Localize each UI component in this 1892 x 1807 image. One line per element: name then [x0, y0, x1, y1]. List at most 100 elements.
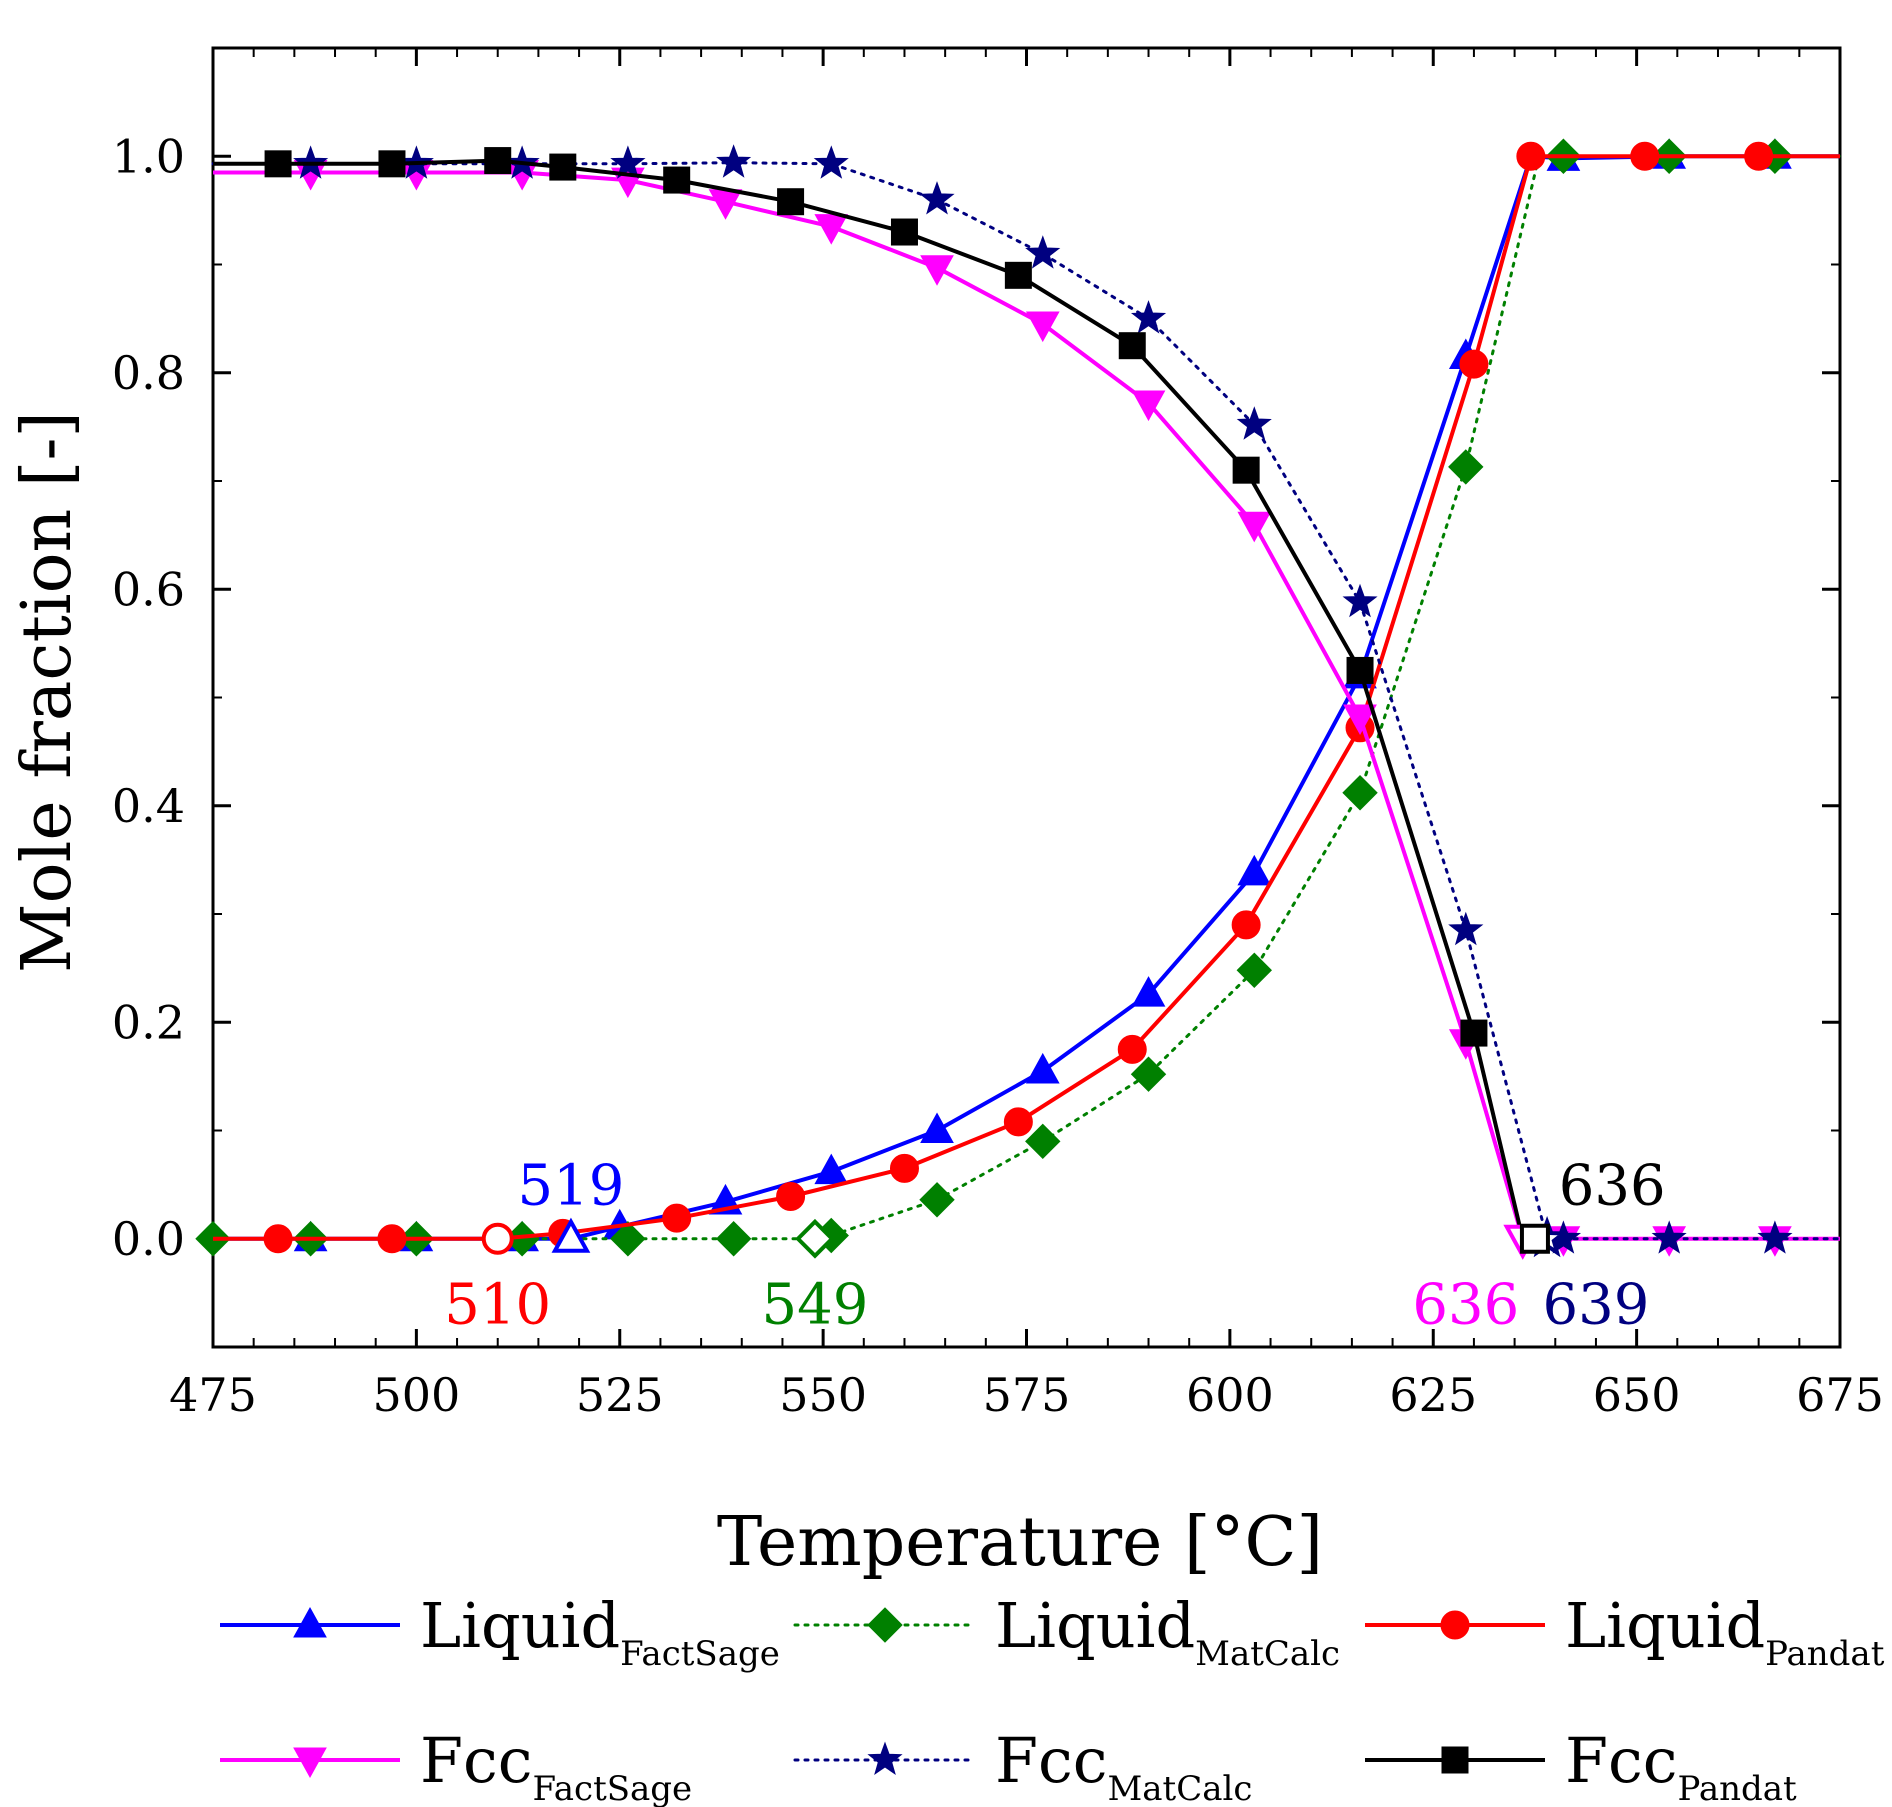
data-point: [1237, 854, 1272, 886]
x-tick-label: 500: [372, 1368, 460, 1422]
data-point: [1630, 141, 1660, 171]
data-point: [1460, 1019, 1488, 1047]
series-liquid-factsage: [213, 138, 1840, 1252]
data-point: [1757, 1220, 1793, 1254]
legend-label: LiquidPandat: [1565, 1589, 1885, 1674]
data-point: [377, 1224, 407, 1254]
series-line: [213, 158, 1525, 1240]
data-point: [1231, 910, 1261, 940]
data-point: [1516, 141, 1546, 171]
legend-marker: [867, 1607, 903, 1643]
data-point: [1343, 704, 1377, 736]
data-point: [1232, 456, 1260, 484]
legend-label: LiquidFactSage: [420, 1589, 780, 1674]
legend-label: FccMatCalc: [995, 1724, 1252, 1807]
data-point: [263, 1224, 293, 1254]
data-point: [1004, 261, 1032, 289]
legend-item-liquid-matcalc: LiquidMatCalc: [793, 1589, 1340, 1674]
annotation-label: 519: [517, 1154, 624, 1219]
data-point: [1131, 390, 1166, 422]
series-line: [211, 161, 1842, 1241]
data-point: [1025, 1123, 1061, 1160]
data-point: [920, 255, 954, 286]
data-point: [610, 145, 646, 179]
legend-marker: [293, 1606, 327, 1638]
legend-marker: [293, 1747, 327, 1779]
data-point: [889, 1153, 919, 1183]
series-line: [213, 154, 1840, 1241]
data-point: [610, 1221, 646, 1257]
data-point: [777, 188, 805, 216]
x-tick-label: 650: [1593, 1368, 1681, 1422]
legend-marker: [1441, 1746, 1469, 1774]
series-layer: [195, 138, 1842, 1260]
data-point: [1025, 311, 1060, 343]
legend-label: FccPandat: [1565, 1724, 1797, 1807]
y-tick-label: 0.6: [112, 562, 185, 616]
data-point: [1342, 583, 1378, 618]
data-point: [814, 214, 849, 245]
y-tick-label: 0.4: [112, 779, 185, 833]
data-point: [1130, 1056, 1167, 1092]
x-tick-label: 575: [983, 1368, 1071, 1422]
data-point: [1025, 1052, 1060, 1084]
x-tick-label: 525: [576, 1368, 664, 1422]
data-point: [1346, 656, 1374, 684]
series-liquid-pandat: [213, 141, 1840, 1254]
data-point: [484, 147, 512, 175]
data-point: [814, 1153, 849, 1185]
series-fcc-factsage: [213, 159, 1840, 1257]
legend-marker: [1440, 1610, 1470, 1640]
legend-item-fcc-matcalc: FccMatCalc: [793, 1724, 1252, 1807]
data-point: [890, 218, 918, 246]
x-tick-label: 550: [779, 1368, 867, 1422]
data-point: [776, 1182, 806, 1212]
legend: LiquidFactSage LiquidMatCalc LiquidPandat F…: [220, 1589, 1885, 1807]
annotation-label: 549: [762, 1273, 869, 1338]
data-point: [1131, 300, 1167, 334]
data-point: [1459, 349, 1489, 379]
data-point: [1448, 911, 1484, 946]
legend-item-fcc-pandat: FccPandat: [1365, 1724, 1797, 1807]
data-point: [813, 145, 849, 179]
x-axis-title: Temperature [°C]: [717, 1503, 1323, 1582]
y-tick-label: 0.2: [112, 995, 185, 1049]
data-point: [1025, 235, 1061, 269]
y-tick-label: 1.0: [112, 129, 185, 183]
data-point: [715, 1221, 752, 1257]
data-point: [1131, 976, 1166, 1007]
y-axis-title: Mole fraction [-]: [8, 411, 87, 973]
data-point: [1117, 1034, 1147, 1064]
data-point: [1118, 332, 1146, 360]
data-point: [920, 1112, 954, 1143]
y-tick-label: 0.0: [112, 1212, 185, 1266]
series-liquid-matcalc: [195, 138, 1842, 1257]
data-point: [378, 150, 406, 178]
x-tick-label: 475: [169, 1368, 257, 1422]
annotation-label: 639: [1543, 1273, 1650, 1338]
legend-item-liquid-factsage: LiquidFactSage: [220, 1589, 780, 1674]
legend-item-liquid-pandat: LiquidPandat: [1365, 1589, 1885, 1674]
x-tick-label: 625: [1389, 1368, 1477, 1422]
open-marker: [1519, 1223, 1550, 1254]
series-line: [213, 154, 1840, 1241]
annotations: 510 519 549 636 639 636: [444, 1154, 1665, 1338]
data-point: [1236, 952, 1272, 988]
axes: 475 500 525 550 575 600 625 650 675 0.0 0.2 0.4 0.6 0…: [112, 46, 1884, 1422]
series-line: [211, 154, 1842, 1241]
data-point: [1448, 449, 1484, 485]
data-point: [1003, 1107, 1033, 1137]
data-point: [662, 1203, 692, 1233]
open-marker: [481, 1222, 514, 1255]
data-point: [1744, 141, 1774, 171]
x-tick-label: 600: [1186, 1368, 1274, 1422]
series-fcc-pandat: [213, 147, 1525, 1240]
data-point: [1342, 775, 1378, 811]
data-point: [919, 1182, 955, 1218]
annotation-label: 636: [1412, 1273, 1519, 1338]
legend-item-fcc-factsage: FccFactSage: [220, 1724, 692, 1807]
data-point: [919, 181, 955, 215]
legend-marker: [867, 1741, 903, 1775]
annotation-label: 636: [1559, 1154, 1666, 1219]
